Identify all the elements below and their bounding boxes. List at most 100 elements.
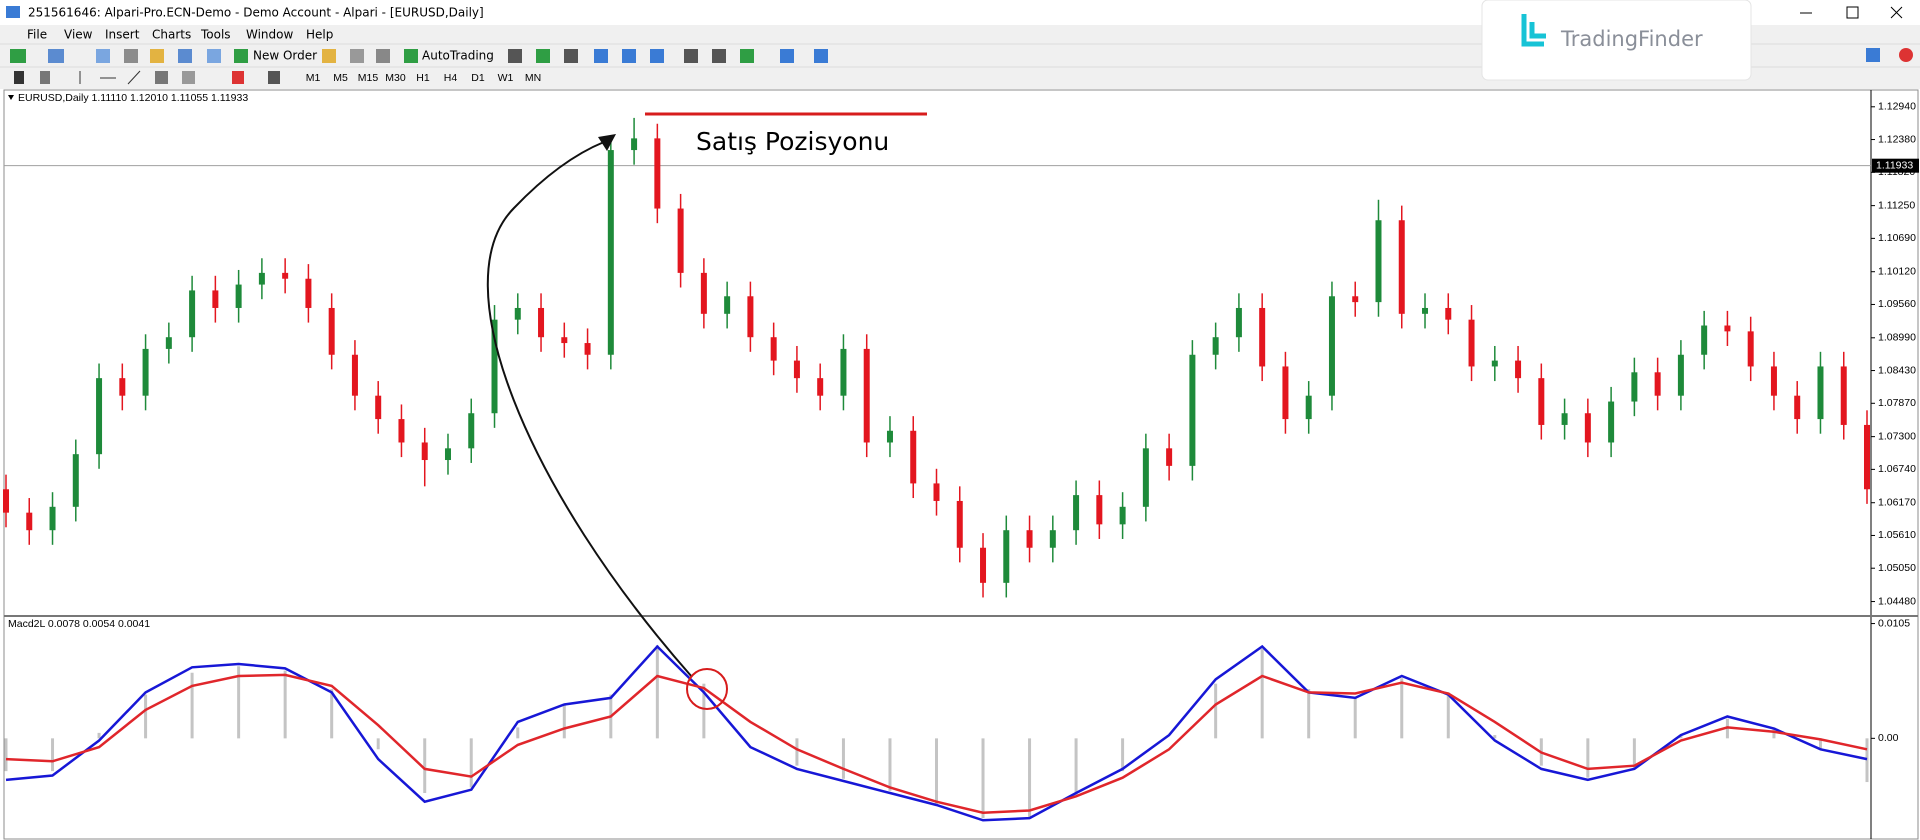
icon[interactable] [268, 71, 280, 84]
icon[interactable] [124, 49, 138, 63]
candle-body [375, 395, 382, 420]
candle-body [1724, 325, 1731, 332]
candle-body [1375, 220, 1382, 303]
icon[interactable] [207, 49, 221, 63]
icon[interactable] [96, 49, 110, 63]
icon[interactable] [350, 49, 364, 63]
timeframe-button[interactable]: M15 [358, 72, 379, 84]
menu-item[interactable]: Help [306, 28, 333, 42]
candle-body [654, 138, 661, 209]
candle-body [910, 430, 917, 484]
toolbar-button[interactable]: AutoTrading [422, 49, 494, 63]
icon[interactable] [536, 49, 550, 63]
timeframe-button[interactable]: M30 [385, 72, 406, 84]
current-price-label: 1.11933 [1876, 159, 1913, 171]
icon[interactable] [234, 49, 248, 63]
icon[interactable] [178, 49, 192, 63]
candle-body [1212, 337, 1219, 355]
icon[interactable] [404, 49, 418, 63]
icon[interactable] [155, 71, 168, 84]
candle-body [1119, 506, 1126, 525]
menu-item[interactable]: Insert [105, 28, 140, 42]
candle-body [49, 506, 56, 531]
y-tick-label: 1.10120 [1878, 265, 1916, 277]
icon[interactable] [684, 49, 698, 63]
menu-item[interactable]: Charts [152, 28, 191, 42]
icon[interactable] [232, 71, 244, 84]
chart-window [3, 89, 1919, 840]
y-tick-label: 1.06740 [1878, 463, 1916, 475]
icon[interactable] [564, 49, 578, 63]
icon[interactable] [740, 49, 754, 63]
candle-body [1398, 220, 1405, 314]
current-price-box [1872, 158, 1919, 173]
icon[interactable] [376, 49, 390, 63]
candle-body [980, 547, 987, 583]
search-icon[interactable] [1866, 48, 1880, 62]
menu-item[interactable]: View [64, 28, 93, 42]
candle-body [1584, 413, 1591, 443]
icon[interactable] [712, 49, 726, 63]
icon[interactable] [48, 49, 64, 63]
annotation-arrow [486, 141, 693, 678]
icon[interactable] [650, 49, 664, 63]
candle-body [1561, 413, 1568, 425]
icon[interactable] [622, 49, 636, 63]
icon[interactable] [508, 49, 522, 63]
candle-body [1677, 354, 1684, 396]
timeframe-button[interactable]: MN [525, 72, 541, 84]
y-tick-label: 1.06170 [1878, 496, 1916, 508]
candle-body [1422, 307, 1429, 314]
candle-body [584, 343, 591, 355]
icon[interactable] [594, 49, 608, 63]
icon[interactable] [780, 49, 794, 63]
candle-body [1515, 360, 1522, 379]
watermark-text: TradingFinder [1560, 27, 1703, 51]
timeframe-button[interactable]: D1 [471, 72, 485, 84]
icon[interactable] [322, 49, 336, 63]
toolbar-button[interactable]: New Order [253, 49, 317, 63]
icon[interactable] [40, 71, 50, 84]
menu-item[interactable]: Window [246, 28, 294, 42]
candle-body [1770, 366, 1777, 396]
icon[interactable] [14, 71, 24, 84]
candle-body [956, 500, 963, 548]
candle-body [1026, 530, 1033, 548]
timeframe-button[interactable]: M5 [333, 72, 348, 84]
menu-item[interactable]: File [27, 28, 47, 42]
candle-body [677, 208, 684, 273]
chart-menu-arrow[interactable] [8, 95, 14, 100]
watermark: TradingFinder [1481, 0, 1752, 81]
menu-item[interactable]: Tools [200, 28, 231, 42]
watermark-logo [1521, 14, 1546, 47]
notification-icon[interactable] [1899, 48, 1913, 62]
timeframe-button[interactable]: W1 [498, 72, 514, 84]
timeframe-button[interactable]: M1 [306, 72, 321, 84]
timeframe-button[interactable]: H4 [444, 72, 458, 84]
candle-body [1305, 395, 1312, 420]
candle-body [700, 272, 707, 314]
candle-body [398, 419, 405, 443]
candle-body [1096, 495, 1103, 525]
icon[interactable] [150, 49, 164, 63]
indicator-line [5, 644, 1868, 822]
y-tick-label: 0.00 [1878, 732, 1899, 744]
maximize-button[interactable] [1846, 6, 1859, 19]
y-tick-label: 1.12940 [1878, 101, 1916, 113]
icon[interactable] [182, 71, 195, 84]
candle-body [1654, 372, 1661, 396]
candle-body [1747, 331, 1754, 367]
candle-body [1235, 307, 1242, 338]
candle-body [1445, 307, 1452, 320]
candle-body [1189, 354, 1196, 466]
close-button[interactable] [1890, 6, 1903, 19]
icon[interactable] [10, 49, 26, 63]
timeframe-button[interactable]: H1 [416, 72, 430, 84]
indicator-header: Macd2L 0.0078 0.0054 0.0041 [8, 618, 150, 630]
icon[interactable] [127, 70, 141, 85]
icon[interactable] [814, 49, 828, 63]
y-tick-label: 0.0105 [1878, 617, 1910, 629]
candle-body [282, 272, 289, 279]
y-tick-label: 1.08990 [1878, 332, 1916, 344]
